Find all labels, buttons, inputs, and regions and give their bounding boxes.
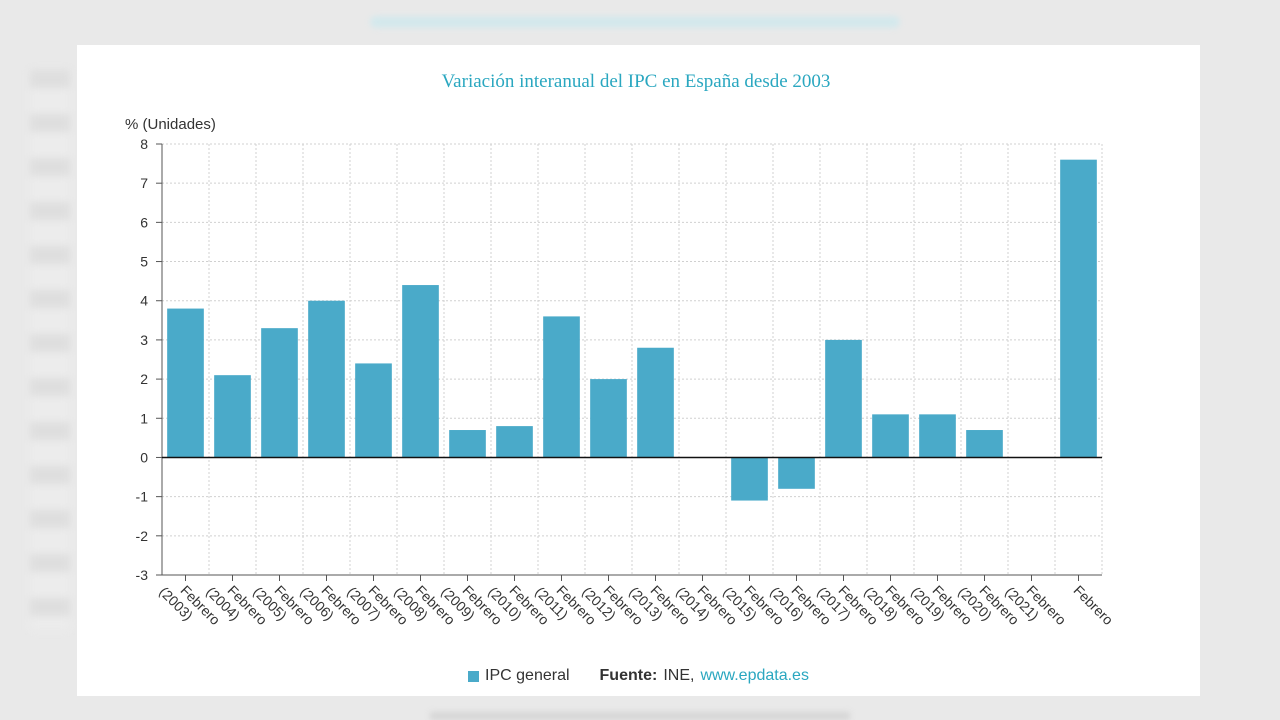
y-tick-label: 2 bbox=[140, 371, 148, 387]
source-link[interactable]: www.epdata.es bbox=[700, 667, 809, 684]
bars bbox=[167, 159, 1097, 501]
bar[interactable] bbox=[590, 379, 627, 458]
bar[interactable] bbox=[402, 285, 439, 458]
source-label: Fuente: bbox=[599, 667, 658, 684]
bar[interactable] bbox=[825, 339, 862, 458]
legend: IPC general Fuente: INE, www.epdata.es bbox=[77, 667, 1200, 685]
x-tick-labels: Febrero(2003) Febrero(2004) Febrero(2005) F… bbox=[156, 582, 1116, 628]
y-tick-label: 3 bbox=[140, 332, 148, 348]
x-tick-label-line: Febrero bbox=[1070, 582, 1116, 628]
y-tick-label: 8 bbox=[140, 136, 148, 152]
bar[interactable] bbox=[1060, 159, 1097, 458]
x-tick-label: Febrero bbox=[1070, 582, 1116, 628]
grid bbox=[161, 143, 1103, 576]
y-tick-label: 1 bbox=[140, 410, 148, 426]
y-tick-label: -3 bbox=[136, 567, 149, 583]
y-axis-label: % (Unidades) bbox=[125, 116, 216, 133]
bar[interactable] bbox=[167, 308, 204, 458]
bar[interactable] bbox=[214, 375, 251, 458]
y-tick-label: 5 bbox=[140, 254, 148, 270]
legend-swatch bbox=[468, 670, 480, 682]
y-tick-labels: 8 7 6 5 4 3 2 1 0 -1 -2 -3 bbox=[136, 136, 149, 583]
bar[interactable] bbox=[543, 316, 580, 458]
x-tick-label: Febrero(2003) bbox=[156, 582, 223, 628]
bar[interactable] bbox=[731, 457, 768, 501]
y-tick-label: 4 bbox=[140, 293, 148, 309]
bar[interactable] bbox=[919, 414, 956, 458]
bar[interactable] bbox=[355, 363, 392, 458]
bar[interactable] bbox=[966, 430, 1003, 458]
bar[interactable] bbox=[261, 328, 298, 458]
chart-title: Variación interanual del IPC en España d… bbox=[442, 71, 831, 92]
y-tick-label: -2 bbox=[136, 528, 149, 544]
bar[interactable] bbox=[496, 426, 533, 458]
axes bbox=[156, 143, 1102, 581]
bar[interactable] bbox=[872, 414, 909, 458]
bar[interactable] bbox=[637, 347, 674, 458]
y-tick-label: 0 bbox=[140, 449, 148, 465]
legend-label: IPC general bbox=[485, 667, 570, 684]
bar[interactable] bbox=[308, 300, 345, 458]
background-blur-bottom bbox=[430, 712, 850, 720]
bar[interactable] bbox=[778, 457, 815, 489]
source-text: INE, bbox=[663, 667, 695, 684]
background-blur-top bbox=[370, 16, 900, 28]
y-tick-label: 7 bbox=[140, 175, 148, 191]
bar[interactable] bbox=[449, 430, 486, 458]
y-tick-label: -1 bbox=[136, 489, 149, 505]
y-tick-label: 6 bbox=[140, 214, 148, 230]
background-blur-left bbox=[30, 70, 70, 630]
